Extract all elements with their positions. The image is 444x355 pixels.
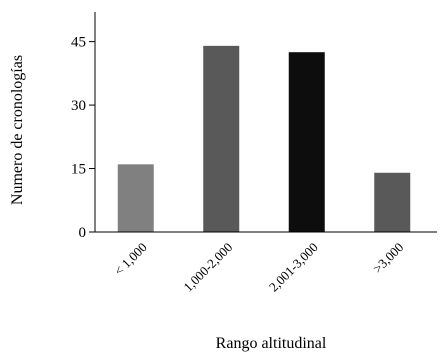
x-tick-label: < 1,000 <box>111 240 150 279</box>
x-axis-title: Rango altitudinal <box>216 335 327 352</box>
x-tick-label: >3,000 <box>370 240 406 276</box>
x-tick-labels-group: < 1,000 1,000-2,000 2,001-3,000 >3,000 <box>111 240 406 295</box>
bar <box>203 45 240 232</box>
x-tick-label: 1,000-2,000 <box>180 240 235 295</box>
bar <box>288 52 325 232</box>
y-tick-label: 0 <box>79 225 87 241</box>
y-ticks-group: 0 15 30 45 <box>71 35 95 241</box>
bar <box>374 172 411 232</box>
y-axis-title: Numero de cronologías <box>9 55 26 205</box>
bar <box>117 164 154 232</box>
y-tick-label: 30 <box>71 98 86 114</box>
bars-group <box>117 45 411 232</box>
y-tick-label: 15 <box>71 162 86 178</box>
x-tick-label: 2,001-3,000 <box>266 240 321 295</box>
y-tick-label: 45 <box>71 35 86 51</box>
